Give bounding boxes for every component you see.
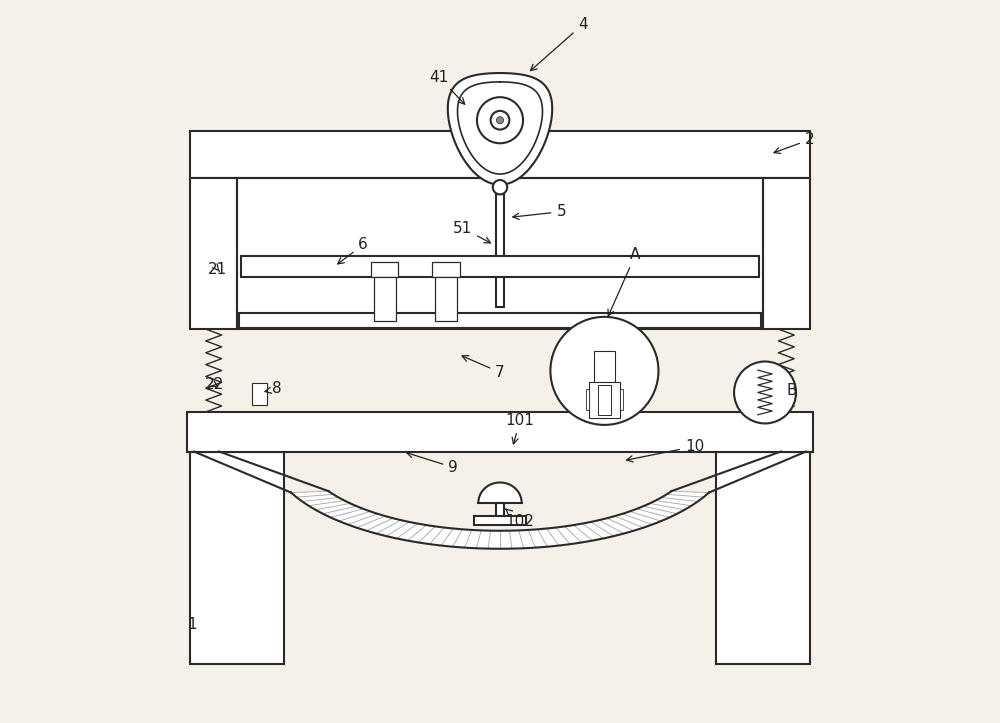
Bar (763, 178, 810, 329)
Bar (496, 502, 504, 515)
Circle shape (734, 362, 796, 424)
Text: 102: 102 (506, 509, 535, 529)
Circle shape (550, 317, 658, 425)
Circle shape (491, 111, 509, 129)
Text: 21: 21 (208, 262, 227, 277)
Text: B: B (786, 382, 797, 398)
Text: 7: 7 (462, 356, 505, 380)
Circle shape (496, 116, 504, 124)
Circle shape (477, 97, 523, 143)
Bar (237, 178, 763, 329)
Polygon shape (478, 482, 522, 502)
Bar (589, 382, 620, 418)
Bar (371, 262, 398, 276)
Text: 51: 51 (453, 221, 491, 243)
Bar (190, 178, 237, 329)
Bar (496, 194, 504, 307)
Bar (435, 276, 457, 321)
Bar (241, 257, 759, 276)
Bar (432, 262, 460, 276)
Text: 1: 1 (187, 617, 197, 632)
Bar (716, 452, 810, 664)
Bar (190, 452, 284, 664)
Bar (474, 515, 526, 525)
Text: 10: 10 (627, 439, 704, 462)
Text: 41: 41 (429, 69, 465, 104)
Bar (190, 131, 810, 178)
Bar (252, 383, 267, 405)
Text: 6: 6 (338, 237, 368, 264)
Bar (620, 389, 623, 411)
Bar (598, 385, 611, 415)
Text: 5: 5 (513, 204, 566, 219)
Text: 4: 4 (530, 17, 588, 71)
Bar (374, 276, 396, 321)
Polygon shape (291, 491, 709, 549)
Bar (187, 412, 813, 452)
Bar (237, 178, 763, 329)
Text: 22: 22 (204, 377, 224, 392)
Bar (586, 389, 589, 411)
Text: 8: 8 (265, 381, 282, 396)
Text: A: A (608, 247, 641, 316)
Bar (239, 312, 761, 328)
Text: 9: 9 (407, 452, 458, 475)
Text: 101: 101 (506, 413, 535, 444)
Circle shape (493, 180, 507, 194)
Text: 2: 2 (774, 132, 815, 153)
Polygon shape (448, 73, 552, 184)
Bar (594, 351, 615, 383)
